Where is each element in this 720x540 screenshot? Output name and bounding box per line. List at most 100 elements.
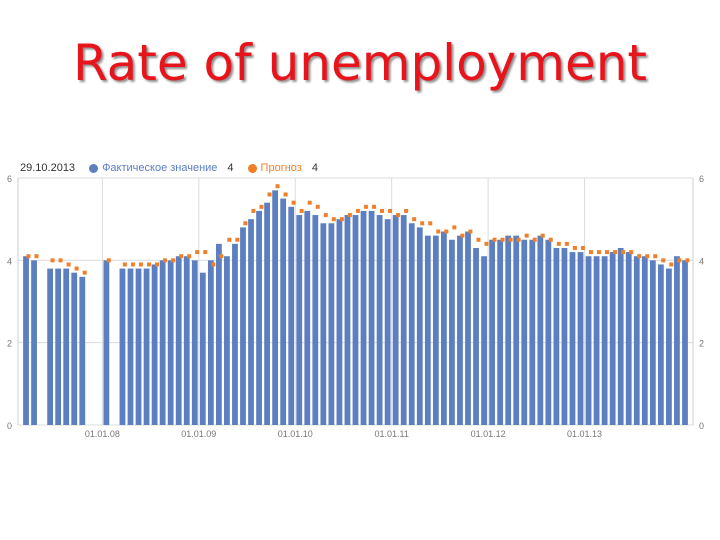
- actual-bar: [545, 239, 552, 425]
- forecast-dot: [138, 262, 143, 267]
- actual-bar: [473, 247, 479, 425]
- actual-bar: [199, 272, 206, 425]
- actual-bar: [416, 227, 423, 425]
- actual-bar: [240, 227, 246, 425]
- y-tick-label-right: 0: [699, 421, 704, 431]
- forecast-dot: [580, 245, 585, 250]
- actual-bar: [617, 247, 624, 425]
- forecast-dot: [476, 237, 481, 242]
- actual-bar: [368, 210, 375, 425]
- actual-bar: [207, 260, 214, 425]
- actual-bar: [537, 235, 544, 425]
- actual-bar: [497, 239, 504, 425]
- actual-bar: [424, 235, 431, 425]
- actual-bar: [609, 252, 616, 425]
- forecast-dot: [291, 200, 296, 205]
- forecast-dot: [363, 204, 368, 209]
- legend-actual-label[interactable]: Фактическое значение: [102, 162, 218, 174]
- forecast-dot: [227, 237, 232, 242]
- x-tick-label: 01.01.11: [374, 429, 408, 439]
- forecast-dot: [74, 266, 79, 271]
- actual-bar: [481, 256, 487, 425]
- actual-bar: [159, 260, 166, 425]
- x-tick-label: 01.01.13: [567, 429, 602, 439]
- actual-bar: [593, 256, 600, 425]
- actual-bar: [513, 235, 520, 425]
- forecast-dot: [315, 204, 320, 209]
- actual-bar: [633, 256, 640, 425]
- actual-bar: [360, 210, 367, 425]
- actual-bar: [561, 247, 568, 425]
- actual-bar: [408, 223, 415, 425]
- actual-bar: [135, 268, 142, 425]
- legend-forecast-count: 4: [311, 162, 318, 174]
- forecast-dot: [323, 213, 328, 218]
- forecast-dot: [444, 229, 449, 234]
- forecast-dot: [82, 270, 87, 275]
- forecast-dot: [347, 213, 352, 218]
- forecast-dot: [243, 221, 248, 226]
- actual-bar: [312, 215, 319, 425]
- forecast-dot: [267, 192, 272, 197]
- forecast-dot: [34, 254, 39, 259]
- actual-bar: [288, 206, 295, 425]
- actual-bar: [489, 239, 496, 425]
- actual-bar: [682, 260, 688, 425]
- actual-bar: [151, 264, 158, 425]
- actual-bar: [55, 268, 62, 425]
- forecast-dot: [508, 237, 513, 242]
- forecast-dot: [492, 237, 497, 242]
- forecast-dot: [396, 213, 401, 218]
- forecast-dot: [235, 237, 240, 242]
- actual-bar: [625, 252, 632, 425]
- forecast-dot: [219, 254, 224, 259]
- forecast-dot: [331, 217, 336, 222]
- forecast-dot: [404, 208, 409, 213]
- actual-bar: [384, 219, 391, 425]
- y-tick-label-left: 0: [7, 421, 12, 431]
- actual-bar: [79, 276, 86, 425]
- actual-bar: [344, 215, 351, 425]
- forecast-dot: [275, 184, 280, 189]
- forecast-dot: [669, 262, 674, 267]
- forecast-dot: [171, 258, 176, 263]
- actual-bar: [23, 256, 29, 425]
- forecast-dot: [572, 245, 577, 250]
- actual-bar: [167, 260, 174, 425]
- chart-axes: 0 0 2 2 4 4 6 6 01.01.08 01.01.09 01.01.10 01.01.11…: [7, 174, 704, 439]
- actual-bar: [657, 264, 664, 425]
- forecast-dot: [605, 250, 610, 255]
- legend-forecast-label[interactable]: Прогноз: [260, 162, 302, 174]
- forecast-dot: [339, 217, 344, 222]
- forecast-dot: [436, 229, 441, 234]
- forecast-dot: [452, 225, 457, 230]
- actual-bar: [71, 272, 78, 425]
- actual-bar: [183, 256, 190, 425]
- forecast-dot: [179, 254, 184, 259]
- forecast-dot: [122, 262, 127, 267]
- legend-date: 29.10.2013: [20, 162, 76, 174]
- forecast-dot: [412, 217, 417, 222]
- forecast-dot: [556, 241, 561, 246]
- forecast-dot: [516, 237, 521, 242]
- actual-bar: [224, 256, 230, 425]
- forecast-dot: [355, 208, 360, 213]
- actual-bars: [23, 190, 688, 425]
- forecast-dot: [653, 254, 658, 259]
- forecast-dot: [26, 254, 31, 259]
- forecast-dot: [500, 237, 505, 242]
- actual-bar: [666, 268, 672, 425]
- actual-bar: [585, 256, 592, 425]
- forecast-dot: [50, 258, 55, 263]
- y-tick-label-right: 2: [699, 339, 704, 349]
- actual-bar: [457, 235, 463, 425]
- actual-bar: [400, 215, 407, 425]
- forecast-dot: [251, 208, 256, 213]
- forecast-dot: [155, 262, 160, 267]
- actual-bar: [191, 260, 198, 425]
- actual-bar: [601, 256, 608, 425]
- actual-bar: [248, 219, 254, 425]
- forecast-dot: [637, 254, 642, 259]
- forecast-dot: [307, 200, 312, 205]
- forecast-dot: [484, 241, 489, 246]
